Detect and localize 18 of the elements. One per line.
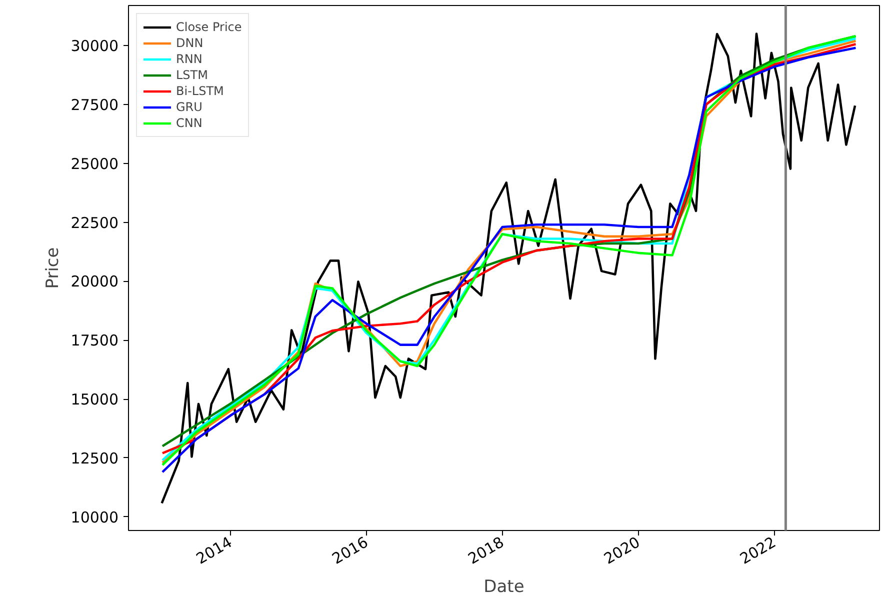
x-axis-title: Date (484, 577, 524, 598)
legend-label: LSTM (176, 68, 208, 82)
y-tick-label: 12500 (70, 449, 118, 468)
legend-label: CNN (176, 116, 202, 130)
y-tick-label: 17500 (70, 332, 118, 350)
y-axis-title: Price (42, 247, 63, 289)
y-tick-label: 27500 (70, 96, 118, 114)
y-tick-label: 10000 (70, 508, 118, 526)
legend-label: Bi-LSTM (176, 84, 224, 98)
legend-label: GRU (176, 100, 202, 114)
y-tick-label: 15000 (70, 390, 118, 409)
legend-label: Close Price (176, 20, 242, 34)
y-tick-label: 22500 (70, 214, 118, 232)
legend-label: DNN (176, 36, 204, 50)
legend-label: RNN (176, 52, 202, 66)
y-tick-label: 30000 (70, 37, 118, 56)
y-tick-label: 20000 (70, 272, 118, 291)
y-tick-label: 25000 (70, 154, 118, 173)
